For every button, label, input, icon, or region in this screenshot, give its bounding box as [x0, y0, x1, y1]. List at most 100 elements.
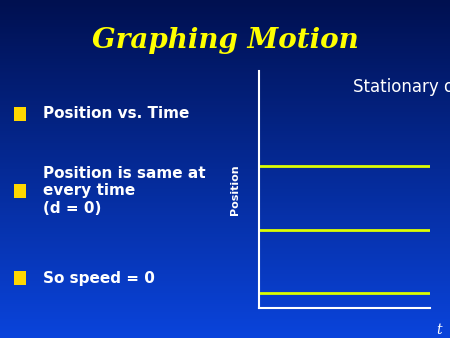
Bar — [0, 207, 450, 209]
Bar — [0, 37, 450, 38]
Bar — [0, 269, 450, 270]
Bar — [0, 42, 450, 43]
Bar — [0, 10, 450, 11]
Bar — [0, 239, 450, 240]
Bar — [0, 167, 450, 168]
Bar — [0, 48, 450, 50]
Bar — [0, 69, 450, 70]
Bar — [0, 330, 450, 331]
Bar — [0, 71, 450, 72]
Bar — [0, 36, 450, 37]
Bar — [0, 105, 450, 106]
Bar — [0, 176, 450, 177]
Bar — [0, 277, 450, 278]
Bar — [0, 229, 450, 230]
Bar — [0, 187, 450, 188]
Bar — [0, 26, 450, 27]
Bar — [0, 90, 450, 91]
Bar — [0, 223, 450, 224]
Bar — [0, 284, 450, 285]
Bar — [0, 165, 450, 166]
Bar — [0, 100, 450, 101]
Bar — [0, 149, 450, 150]
Bar — [0, 30, 450, 31]
Bar — [0, 170, 450, 171]
Bar — [0, 175, 450, 176]
Bar — [0, 31, 450, 33]
Bar — [0, 286, 450, 287]
Bar — [0, 273, 450, 274]
Bar — [0, 102, 450, 104]
Bar — [0, 9, 450, 10]
Bar — [0, 156, 450, 158]
Bar — [0, 87, 450, 88]
Bar — [0, 305, 450, 307]
Bar — [0, 179, 450, 180]
Bar — [0, 304, 450, 305]
Bar — [0, 242, 450, 243]
Bar — [0, 212, 450, 213]
Bar — [0, 185, 450, 186]
Bar — [0, 0, 450, 1]
Bar — [0, 278, 450, 280]
Bar — [0, 224, 450, 225]
Bar — [0, 117, 450, 118]
Bar — [0, 234, 450, 236]
Bar — [0, 298, 450, 300]
Bar — [0, 27, 450, 28]
Bar — [0, 255, 450, 256]
Bar — [0, 151, 450, 152]
Bar — [0, 54, 450, 55]
Text: Graphing Motion: Graphing Motion — [92, 27, 358, 54]
Bar — [0, 51, 450, 52]
Bar — [0, 236, 450, 237]
Bar — [0, 3, 450, 4]
Bar — [0, 150, 450, 151]
Bar — [0, 171, 450, 172]
Bar — [0, 148, 450, 149]
Bar — [0, 166, 450, 167]
Bar — [0, 43, 450, 44]
Bar — [0, 172, 450, 173]
Bar — [0, 80, 450, 81]
Bar — [0, 81, 450, 82]
Bar — [0, 60, 450, 61]
Bar — [0, 160, 450, 161]
Bar — [0, 132, 450, 133]
Bar — [0, 281, 450, 282]
Bar — [0, 180, 450, 182]
Bar — [0, 263, 450, 264]
Bar — [0, 220, 450, 221]
Bar — [0, 303, 450, 304]
Bar — [0, 230, 450, 231]
Bar — [0, 300, 450, 301]
Bar — [0, 319, 450, 320]
Bar — [0, 168, 450, 169]
Bar — [0, 288, 450, 290]
Bar — [0, 91, 450, 92]
Bar — [0, 134, 450, 135]
Bar — [0, 97, 450, 98]
Bar — [0, 336, 450, 337]
Bar — [0, 321, 450, 322]
Bar — [0, 233, 450, 234]
Bar — [0, 18, 450, 19]
Bar — [0, 126, 450, 127]
Bar — [0, 84, 450, 86]
Bar — [0, 68, 450, 69]
Bar — [0, 206, 450, 207]
Bar — [0, 202, 450, 203]
Bar — [0, 216, 450, 217]
Bar — [0, 89, 450, 90]
Bar — [0, 211, 450, 212]
Bar — [0, 111, 450, 112]
Bar — [0, 1, 450, 2]
Bar — [0, 238, 450, 239]
Bar — [0, 45, 450, 46]
Bar — [0, 317, 450, 318]
Bar — [0, 96, 450, 97]
Bar — [0, 161, 450, 162]
Bar — [0, 302, 450, 303]
Bar — [0, 131, 450, 132]
Bar — [0, 34, 450, 35]
